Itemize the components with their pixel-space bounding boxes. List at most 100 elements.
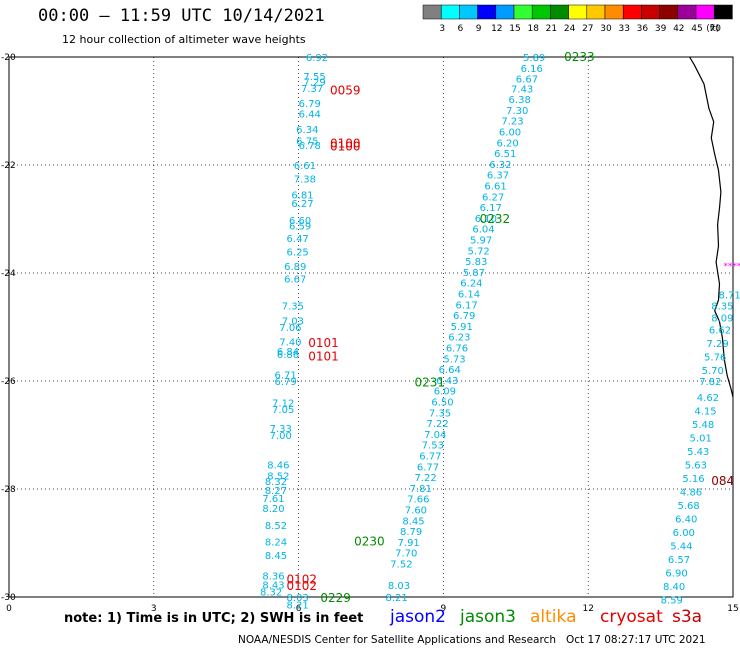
- magenta-marker: ****: [723, 262, 740, 272]
- swh-value-label: 6.32: [489, 160, 511, 171]
- swh-value-label: 8.52: [265, 521, 287, 532]
- colorbar-tick-label: 33: [618, 24, 629, 34]
- colorbar-tick-label: 24: [564, 24, 576, 34]
- colorbar-tick-label: 9: [476, 24, 482, 34]
- swh-value-label: 7.40: [279, 338, 301, 349]
- swh-value-label: 7.29: [706, 339, 728, 350]
- swh-value-label: 6.40: [675, 515, 697, 526]
- x-tick-label: 3: [151, 604, 157, 614]
- swh-value-label: 6.59: [289, 221, 311, 232]
- swh-value-label: 5.43: [687, 447, 709, 458]
- x-tick-label: 9: [441, 604, 447, 614]
- swh-value-label: 6.51: [494, 149, 516, 160]
- swh-value-label: 6.81: [291, 191, 313, 202]
- swh-value-label: 6.61: [484, 182, 506, 193]
- y-tick-label: -30: [1, 593, 16, 603]
- swh-value-label: 5.70: [702, 366, 724, 377]
- swh-value-label: 6.79: [453, 311, 475, 322]
- swh-value-label: 5.91: [451, 322, 473, 333]
- map-subtitle: 12 hour collection of altimeter wave hei…: [62, 33, 306, 46]
- pass-time-label: 0102: [287, 579, 318, 593]
- swh-value-label: 7.81: [410, 484, 432, 495]
- swh-value-label: 5.73: [443, 354, 465, 365]
- swh-value-label: 7.60: [405, 506, 427, 517]
- colorbar-tick-label: 3: [439, 24, 445, 34]
- swh-value-label: 6.00: [673, 528, 695, 539]
- swh-value-label: 7.70: [395, 549, 417, 560]
- swh-value-label: 6.10: [475, 214, 497, 225]
- swh-value-label: 6.24: [460, 279, 482, 290]
- swh-value-label: 6.67: [284, 274, 306, 285]
- swh-value-label: 6.17: [480, 203, 502, 214]
- swh-value-label: 6.92: [306, 53, 328, 64]
- swh-value-label: 7.91: [398, 538, 420, 549]
- swh-value-label: 8.59: [661, 596, 683, 607]
- swh-value-label: 6.79: [274, 377, 296, 388]
- colorbar-swatch: [713, 4, 733, 20]
- swh-value-label: 6.47: [287, 234, 309, 245]
- colorbar-tick-label: 15: [509, 24, 520, 34]
- pass-time-label: 0101: [308, 350, 339, 364]
- swh-value-label: 7.00: [270, 431, 292, 442]
- swh-value-label: 6.61: [294, 161, 316, 172]
- swh-value-label: 6.14: [458, 290, 480, 301]
- swh-value-label: 8.21: [287, 601, 309, 612]
- swh-value-label: 6.77: [419, 452, 441, 463]
- swh-value-label: 6.64: [439, 365, 461, 376]
- footer-timestamp: Oct 17 08:27:17 UTC 2021: [566, 634, 706, 646]
- swh-value-label: 8.32: [265, 477, 287, 488]
- swh-value-label: 6.16: [521, 64, 543, 75]
- swh-value-label: 6.60: [289, 216, 311, 227]
- colorbar-tick-label: 36: [637, 24, 649, 34]
- swh-value-label: 5.76: [704, 353, 726, 364]
- swh-value-label: 6.75: [296, 137, 318, 148]
- swh-value-label: 7.53: [422, 441, 444, 452]
- x-tick-label: 6: [296, 604, 302, 614]
- legend-altika: altika: [530, 607, 577, 627]
- swh-value-label: 7.03: [282, 317, 304, 328]
- colorbar-legend: 3 6 9 12 15 18 21 24 27 30 33 36 39 42 45 70(ft): [422, 4, 733, 34]
- swh-value-label: 8.35: [711, 301, 733, 312]
- swh-value-label: 5.63: [685, 461, 707, 472]
- swh-value-label: 6.04: [472, 225, 494, 236]
- swh-value-label: 5.01: [690, 434, 712, 445]
- colorbar-tick-label: 6: [458, 24, 464, 34]
- swh-value-label: 8.20: [262, 504, 284, 515]
- swh-value-label: 7.23: [501, 117, 523, 128]
- swh-value-label: 6.23: [448, 333, 470, 344]
- swh-value-label: 6.00: [499, 128, 521, 139]
- swh-value-label: 7.22: [427, 419, 449, 430]
- footer-credit: NOAA/NESDIS Center for Satellite Applica…: [238, 634, 556, 646]
- swh-value-label: 6.76: [446, 344, 468, 355]
- colorbar-tick-label: 30: [600, 24, 612, 34]
- pass-time-label: 0232: [480, 212, 511, 226]
- pass-time-label: 0229: [320, 591, 351, 605]
- swh-value-label: 5.97: [470, 236, 492, 247]
- swh-value-label: 6.86: [277, 350, 299, 361]
- swh-value-label: 6.09: [434, 387, 456, 398]
- swh-value-label: 6.57: [668, 555, 690, 566]
- colorbar-tick-label: 45: [691, 24, 702, 34]
- swh-value-label: 8.71: [719, 291, 740, 302]
- swh-value-label: 7.35: [282, 301, 304, 312]
- swh-value-label: 8.45: [265, 551, 287, 562]
- swh-value-label: 6.37: [487, 171, 509, 182]
- swh-value-label: 6.79: [299, 99, 321, 110]
- footer: NOAA/NESDIS Center for Satellite Applica…: [238, 634, 706, 646]
- coastline: [689, 56, 734, 398]
- y-tick-label: -22: [1, 161, 16, 171]
- swh-value-label: 5.72: [468, 246, 490, 257]
- pass-time-label: 0231: [414, 376, 445, 390]
- legend-s3a: s3a: [672, 607, 703, 627]
- swh-value-label: 8.32: [260, 588, 282, 599]
- colorbar-unit: (ft): [706, 24, 719, 34]
- swh-value-label: 6.67: [516, 75, 538, 86]
- swh-value-label: 4.15: [694, 407, 716, 418]
- swh-value-label: 6.44: [299, 110, 321, 121]
- swh-value-label: 6.84: [277, 347, 299, 358]
- swh-value-label: 5.89: [523, 53, 545, 64]
- x-tick-label: 12: [582, 604, 593, 614]
- swh-value-label: 7.52: [390, 560, 412, 571]
- pass-time-label: 0102: [287, 573, 318, 587]
